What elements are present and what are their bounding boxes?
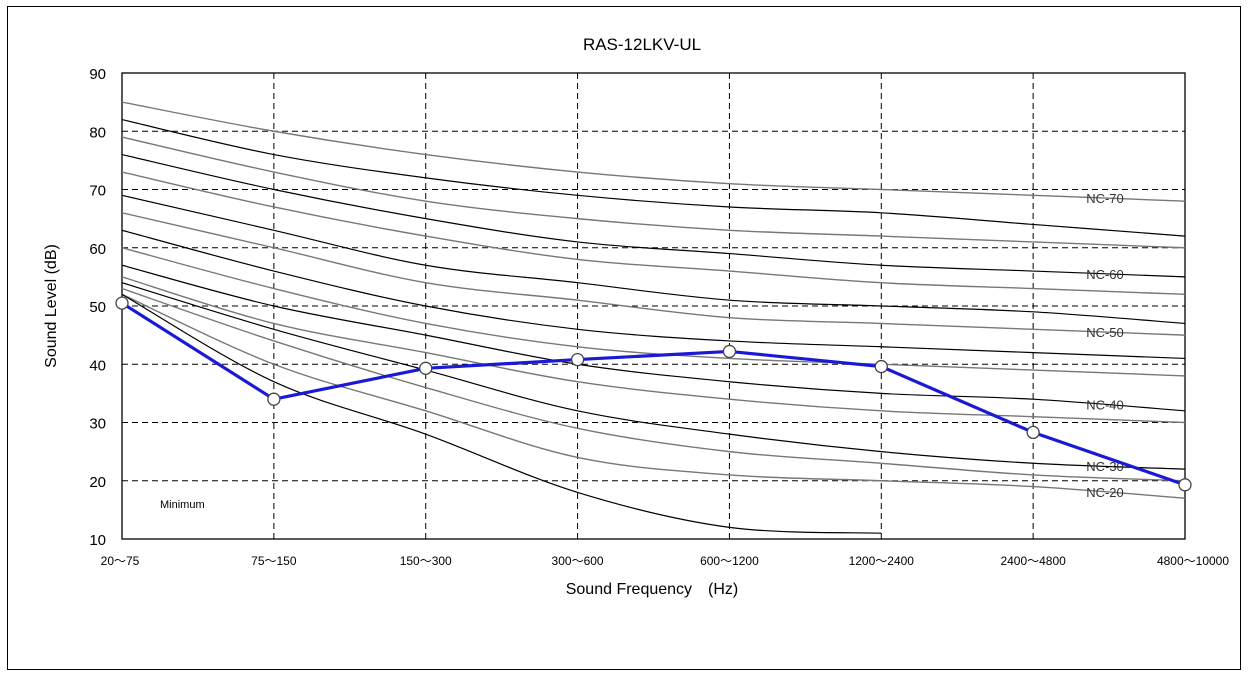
nc-curve-0 — [121, 101, 1186, 202]
chart-title: RAS-12LKV-UL — [583, 35, 701, 54]
nc-curve-3 — [121, 153, 1186, 278]
nc-curve-5 — [121, 194, 1186, 325]
nc-curve-7 — [121, 229, 1186, 360]
nc-label: NC-60 — [1086, 267, 1124, 282]
y-tick-label: 90 — [89, 66, 106, 83]
data-point — [419, 361, 433, 375]
nc-curve-8 — [121, 247, 1186, 377]
y-axis-label: Sound Level (dB) — [43, 244, 60, 368]
nc-curve-13 — [121, 293, 1186, 499]
nc-label: NC-40 — [1086, 398, 1124, 413]
data-point — [570, 352, 585, 367]
data-point — [722, 344, 737, 359]
x-tick-label: 300〜600 — [552, 554, 604, 568]
data-point — [267, 392, 281, 406]
y-tick-label: 20 — [89, 474, 106, 491]
nc-curve-6 — [121, 212, 1186, 336]
nc-curves — [121, 101, 1186, 534]
data-point — [1026, 425, 1040, 440]
nc-curve-11 — [121, 282, 1186, 470]
minimum-annotation: Minimum — [160, 499, 205, 511]
data-point — [115, 296, 129, 310]
y-tick-label: 30 — [89, 416, 106, 433]
x-tick-label: 600〜1200 — [700, 554, 759, 568]
y-tick-label: 60 — [89, 241, 106, 258]
nc-label: NC-20 — [1086, 485, 1124, 500]
nc-curve-10 — [121, 276, 1186, 424]
x-axis-label: Sound Frequency (Hz) — [566, 581, 739, 598]
x-tick-label: 20〜75 — [101, 554, 140, 568]
x-tick-label: 4800〜10000 — [1157, 554, 1229, 568]
nc-label: NC-50 — [1086, 325, 1124, 340]
nc-curve-2 — [121, 136, 1186, 249]
nc-curve-12 — [121, 287, 1186, 482]
y-tick-label: 10 — [89, 532, 106, 549]
x-tick-label: 75〜150 — [251, 554, 297, 568]
nc-curve-1 — [121, 119, 1186, 237]
x-tick-label: 150〜300 — [400, 554, 452, 568]
nc-curve-9 — [121, 264, 1186, 412]
x-ticks: 20〜75 75〜150 150〜300 300〜600 600〜1200 1200〜24… — [101, 554, 1230, 568]
y-tick-label: 40 — [89, 357, 106, 374]
data-point — [1178, 478, 1192, 492]
y-ticks: 10 20 30 40 50 60 70 80 90 — [89, 66, 106, 549]
series — [115, 296, 1192, 492]
nc-labels: NC-70 NC-60 NC-50 NC-40 NC-30 NC-20 — [1086, 191, 1124, 500]
y-tick-label: 70 — [89, 183, 106, 200]
x-tick-label: 1200〜2400 — [849, 554, 915, 568]
series-line — [121, 301, 1186, 487]
y-tick-label: 50 — [89, 299, 106, 316]
data-point — [874, 359, 888, 374]
nc-curve-4 — [121, 171, 1186, 296]
nc-label: NC-30 — [1086, 459, 1124, 474]
y-tick-label: 80 — [89, 124, 106, 141]
x-tick-label: 2400〜4800 — [1000, 554, 1066, 568]
nc-label: NC-70 — [1086, 191, 1124, 206]
nc-curve-14 — [121, 293, 882, 534]
